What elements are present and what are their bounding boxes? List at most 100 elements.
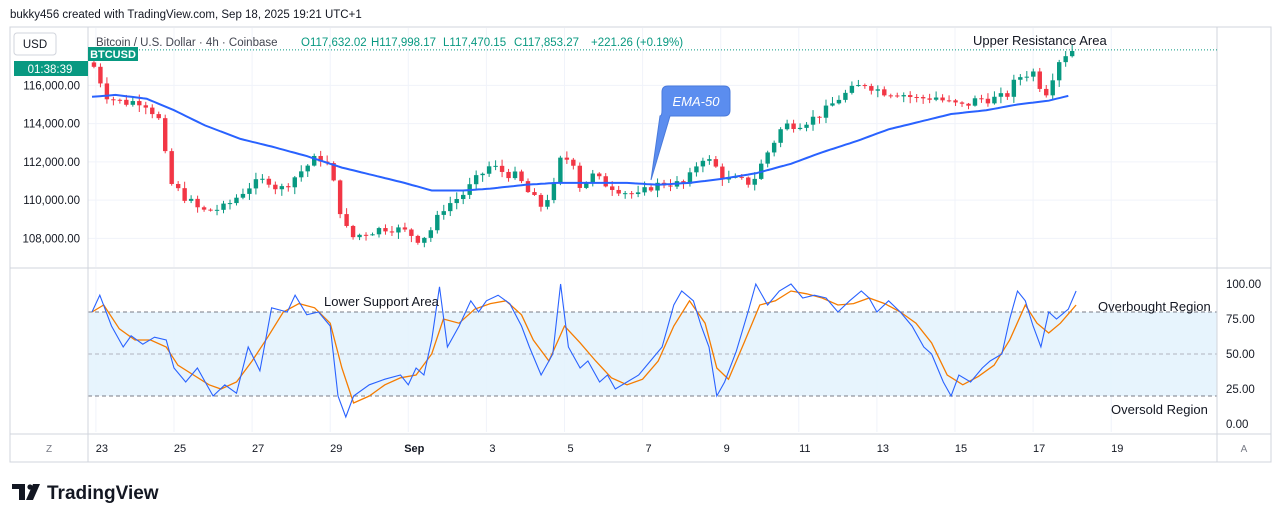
candle-body <box>655 182 660 191</box>
candle-body <box>940 97 945 101</box>
candle-body <box>240 193 246 198</box>
candle-body <box>279 186 285 190</box>
candle <box>882 86 887 97</box>
candle <box>998 87 1004 104</box>
candle <box>901 92 906 103</box>
candle-body <box>784 123 790 130</box>
candle <box>817 115 822 124</box>
upper-resistance-label: Upper Resistance Area <box>973 33 1107 48</box>
candle-body <box>953 100 958 103</box>
candle-body <box>357 234 362 238</box>
candle <box>415 234 421 245</box>
ohlc-low: L117,470.15 <box>443 37 506 49</box>
currency-button[interactable] <box>13 32 57 56</box>
price-tick-label: 110,000.00 <box>23 195 80 207</box>
candle <box>985 93 991 107</box>
candle <box>966 102 971 110</box>
tradingview-logo-text: TradingView <box>47 483 159 504</box>
zoom-button[interactable] <box>40 439 58 457</box>
ohlc-open: O117,632.02 <box>301 37 367 49</box>
candle <box>603 173 608 188</box>
candle <box>182 181 187 204</box>
candle-body <box>713 159 719 167</box>
candle-body <box>817 116 822 118</box>
tradingview-logo[interactable]: TradingView <box>12 483 159 504</box>
zoom-button-label: Z <box>46 444 52 455</box>
tradingview-logo-icon <box>12 484 40 500</box>
candle-body <box>707 159 712 161</box>
candle <box>234 194 239 206</box>
candle-body <box>448 203 453 212</box>
candle-body <box>175 183 181 189</box>
candle <box>538 193 544 212</box>
candle-body <box>843 92 848 100</box>
symbol-description[interactable]: Bitcoin / U.S. Dollar · 4h · Coinbase <box>96 37 278 49</box>
candle-body <box>597 173 602 177</box>
candle <box>480 172 485 182</box>
candle-body <box>914 97 919 99</box>
auto-scale-button[interactable] <box>1235 439 1253 457</box>
oscillator-tick-label: 100.00 <box>1226 279 1261 291</box>
candle <box>920 94 926 104</box>
candle-body <box>946 100 952 102</box>
candle <box>506 168 511 182</box>
candle <box>312 153 317 167</box>
candle-body <box>266 178 272 185</box>
oscillator-axis[interactable]: 0.00 25.00 50.00 75.00 100.00 <box>1226 279 1261 431</box>
candle <box>473 170 479 191</box>
candle <box>299 165 304 182</box>
candle <box>720 163 725 186</box>
candle <box>260 174 265 184</box>
candle <box>713 156 719 168</box>
ema-callout <box>650 85 731 181</box>
candle-body <box>201 207 207 210</box>
candle <box>337 179 343 219</box>
candle <box>486 161 492 177</box>
candle <box>266 176 272 188</box>
candle-body <box>558 157 563 183</box>
countdown-badge <box>14 61 88 76</box>
candle-body <box>862 85 868 87</box>
candle <box>350 224 356 240</box>
time-axis[interactable]: 23 25 27 29 Sep 3 5 7 9 11 13 15 17 19 <box>96 443 1124 455</box>
candle <box>597 172 602 180</box>
candle <box>895 92 900 98</box>
candle-body <box>610 186 615 190</box>
candle-body <box>823 105 829 118</box>
oscillator-band <box>88 311 1217 397</box>
candle <box>694 162 699 177</box>
candle-body <box>130 101 136 105</box>
candle <box>616 185 621 197</box>
candle-body <box>124 99 129 105</box>
candle-body <box>998 93 1004 97</box>
candle-body <box>635 192 641 195</box>
candle <box>1024 71 1030 82</box>
price-axis[interactable]: 108,000.00 110,000.00 112,000.00 114,000.00… <box>22 80 80 245</box>
attribution-text: bukky456 created with TradingView.com, S… <box>10 9 362 21</box>
candle-body <box>305 165 310 172</box>
currency-button-label: USD <box>23 39 47 51</box>
candle-body <box>409 229 414 236</box>
time-tick-label: 27 <box>252 443 264 455</box>
candle-body <box>739 176 744 178</box>
candle <box>286 183 291 192</box>
candle <box>959 101 965 107</box>
candle <box>461 191 466 205</box>
candle <box>888 93 893 99</box>
candle-body <box>538 194 544 207</box>
candle <box>493 160 498 171</box>
candle-body <box>182 188 187 201</box>
candle-body <box>791 123 796 130</box>
candle-body <box>188 198 194 201</box>
candle-body <box>389 231 395 233</box>
candle-body <box>376 228 382 235</box>
candle <box>227 199 233 210</box>
candle <box>435 210 440 234</box>
candle-body <box>227 203 233 205</box>
candle <box>532 188 537 196</box>
overbought-label: Overbought Region <box>1098 299 1211 314</box>
candle-body <box>882 89 887 96</box>
candle-body <box>286 186 291 188</box>
candle <box>376 226 382 238</box>
candle-body <box>836 99 842 104</box>
